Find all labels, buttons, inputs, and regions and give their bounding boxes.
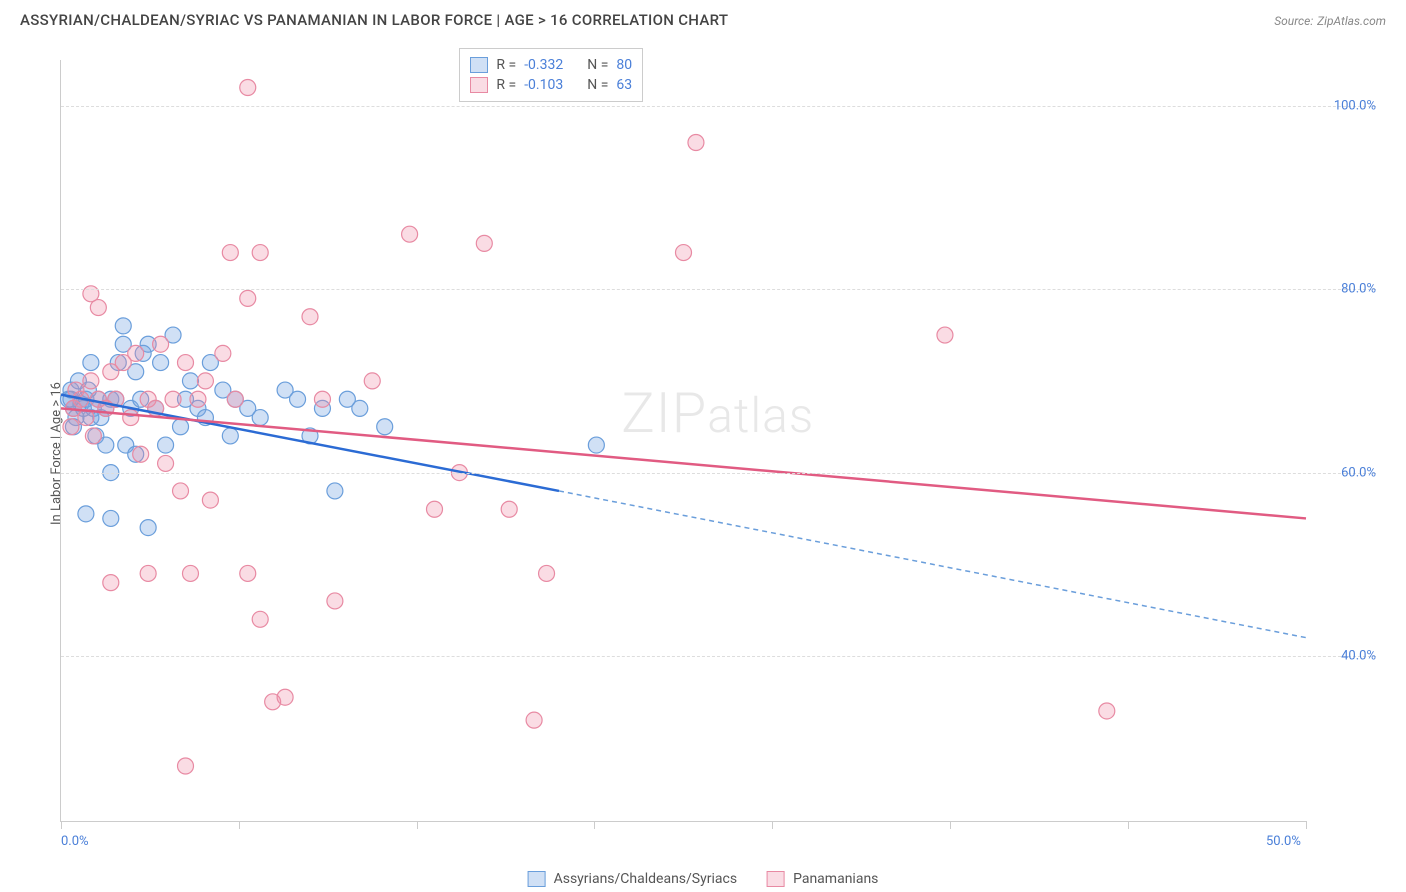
n-value-2: 63 bbox=[616, 77, 632, 93]
legend-bottom: Assyrians/Chaldeans/Syriacs Panamanians bbox=[528, 871, 879, 887]
r-label-2: R = bbox=[496, 77, 516, 93]
n-label-2: N = bbox=[587, 77, 608, 93]
legend-label-2: Panamanians bbox=[793, 871, 878, 887]
y-tick-label: 60.0% bbox=[1341, 465, 1376, 480]
r-label-1: R = bbox=[496, 57, 516, 73]
stats-row-2: R = -0.103 N = 63 bbox=[470, 75, 632, 95]
chart-title: ASSYRIAN/CHALDEAN/SYRIAC VS PANAMANIAN I… bbox=[20, 11, 728, 29]
legend-item-1: Assyrians/Chaldeans/Syriacs bbox=[528, 871, 737, 887]
n-label-1: N = bbox=[587, 57, 608, 73]
scatter-svg bbox=[61, 60, 1306, 821]
stats-row-1: R = -0.332 N = 80 bbox=[470, 55, 632, 75]
swatch-series-2 bbox=[470, 77, 488, 93]
x-tick-label: 0.0% bbox=[61, 834, 89, 849]
r-value-1: -0.332 bbox=[524, 57, 563, 73]
y-tick-label: 40.0% bbox=[1341, 648, 1376, 663]
plot-area: ZIPatlas R = -0.332 N = 80 R = -0.103 N … bbox=[60, 60, 1306, 822]
y-tick-label: 80.0% bbox=[1341, 282, 1376, 297]
chart-container: In Labor Force | Age > 16 ZIPatlas R = -… bbox=[45, 40, 1386, 852]
source-label: Source: bbox=[1274, 14, 1313, 28]
y-tick-label: 100.0% bbox=[1334, 98, 1376, 113]
n-value-1: 80 bbox=[616, 57, 632, 73]
legend-swatch-2 bbox=[767, 871, 785, 887]
stats-legend-box: R = -0.332 N = 80 R = -0.103 N = 63 bbox=[459, 48, 643, 102]
x-tick-label: 50.0% bbox=[1266, 834, 1301, 849]
legend-item-2: Panamanians bbox=[767, 871, 878, 887]
source-credit: Source: ZipAtlas.com bbox=[1274, 10, 1386, 29]
legend-label-1: Assyrians/Chaldeans/Syriacs bbox=[554, 871, 737, 887]
source-name: ZipAtlas.com bbox=[1317, 14, 1386, 28]
legend-swatch-1 bbox=[528, 871, 546, 887]
r-value-2: -0.103 bbox=[524, 77, 563, 93]
swatch-series-1 bbox=[470, 57, 488, 73]
